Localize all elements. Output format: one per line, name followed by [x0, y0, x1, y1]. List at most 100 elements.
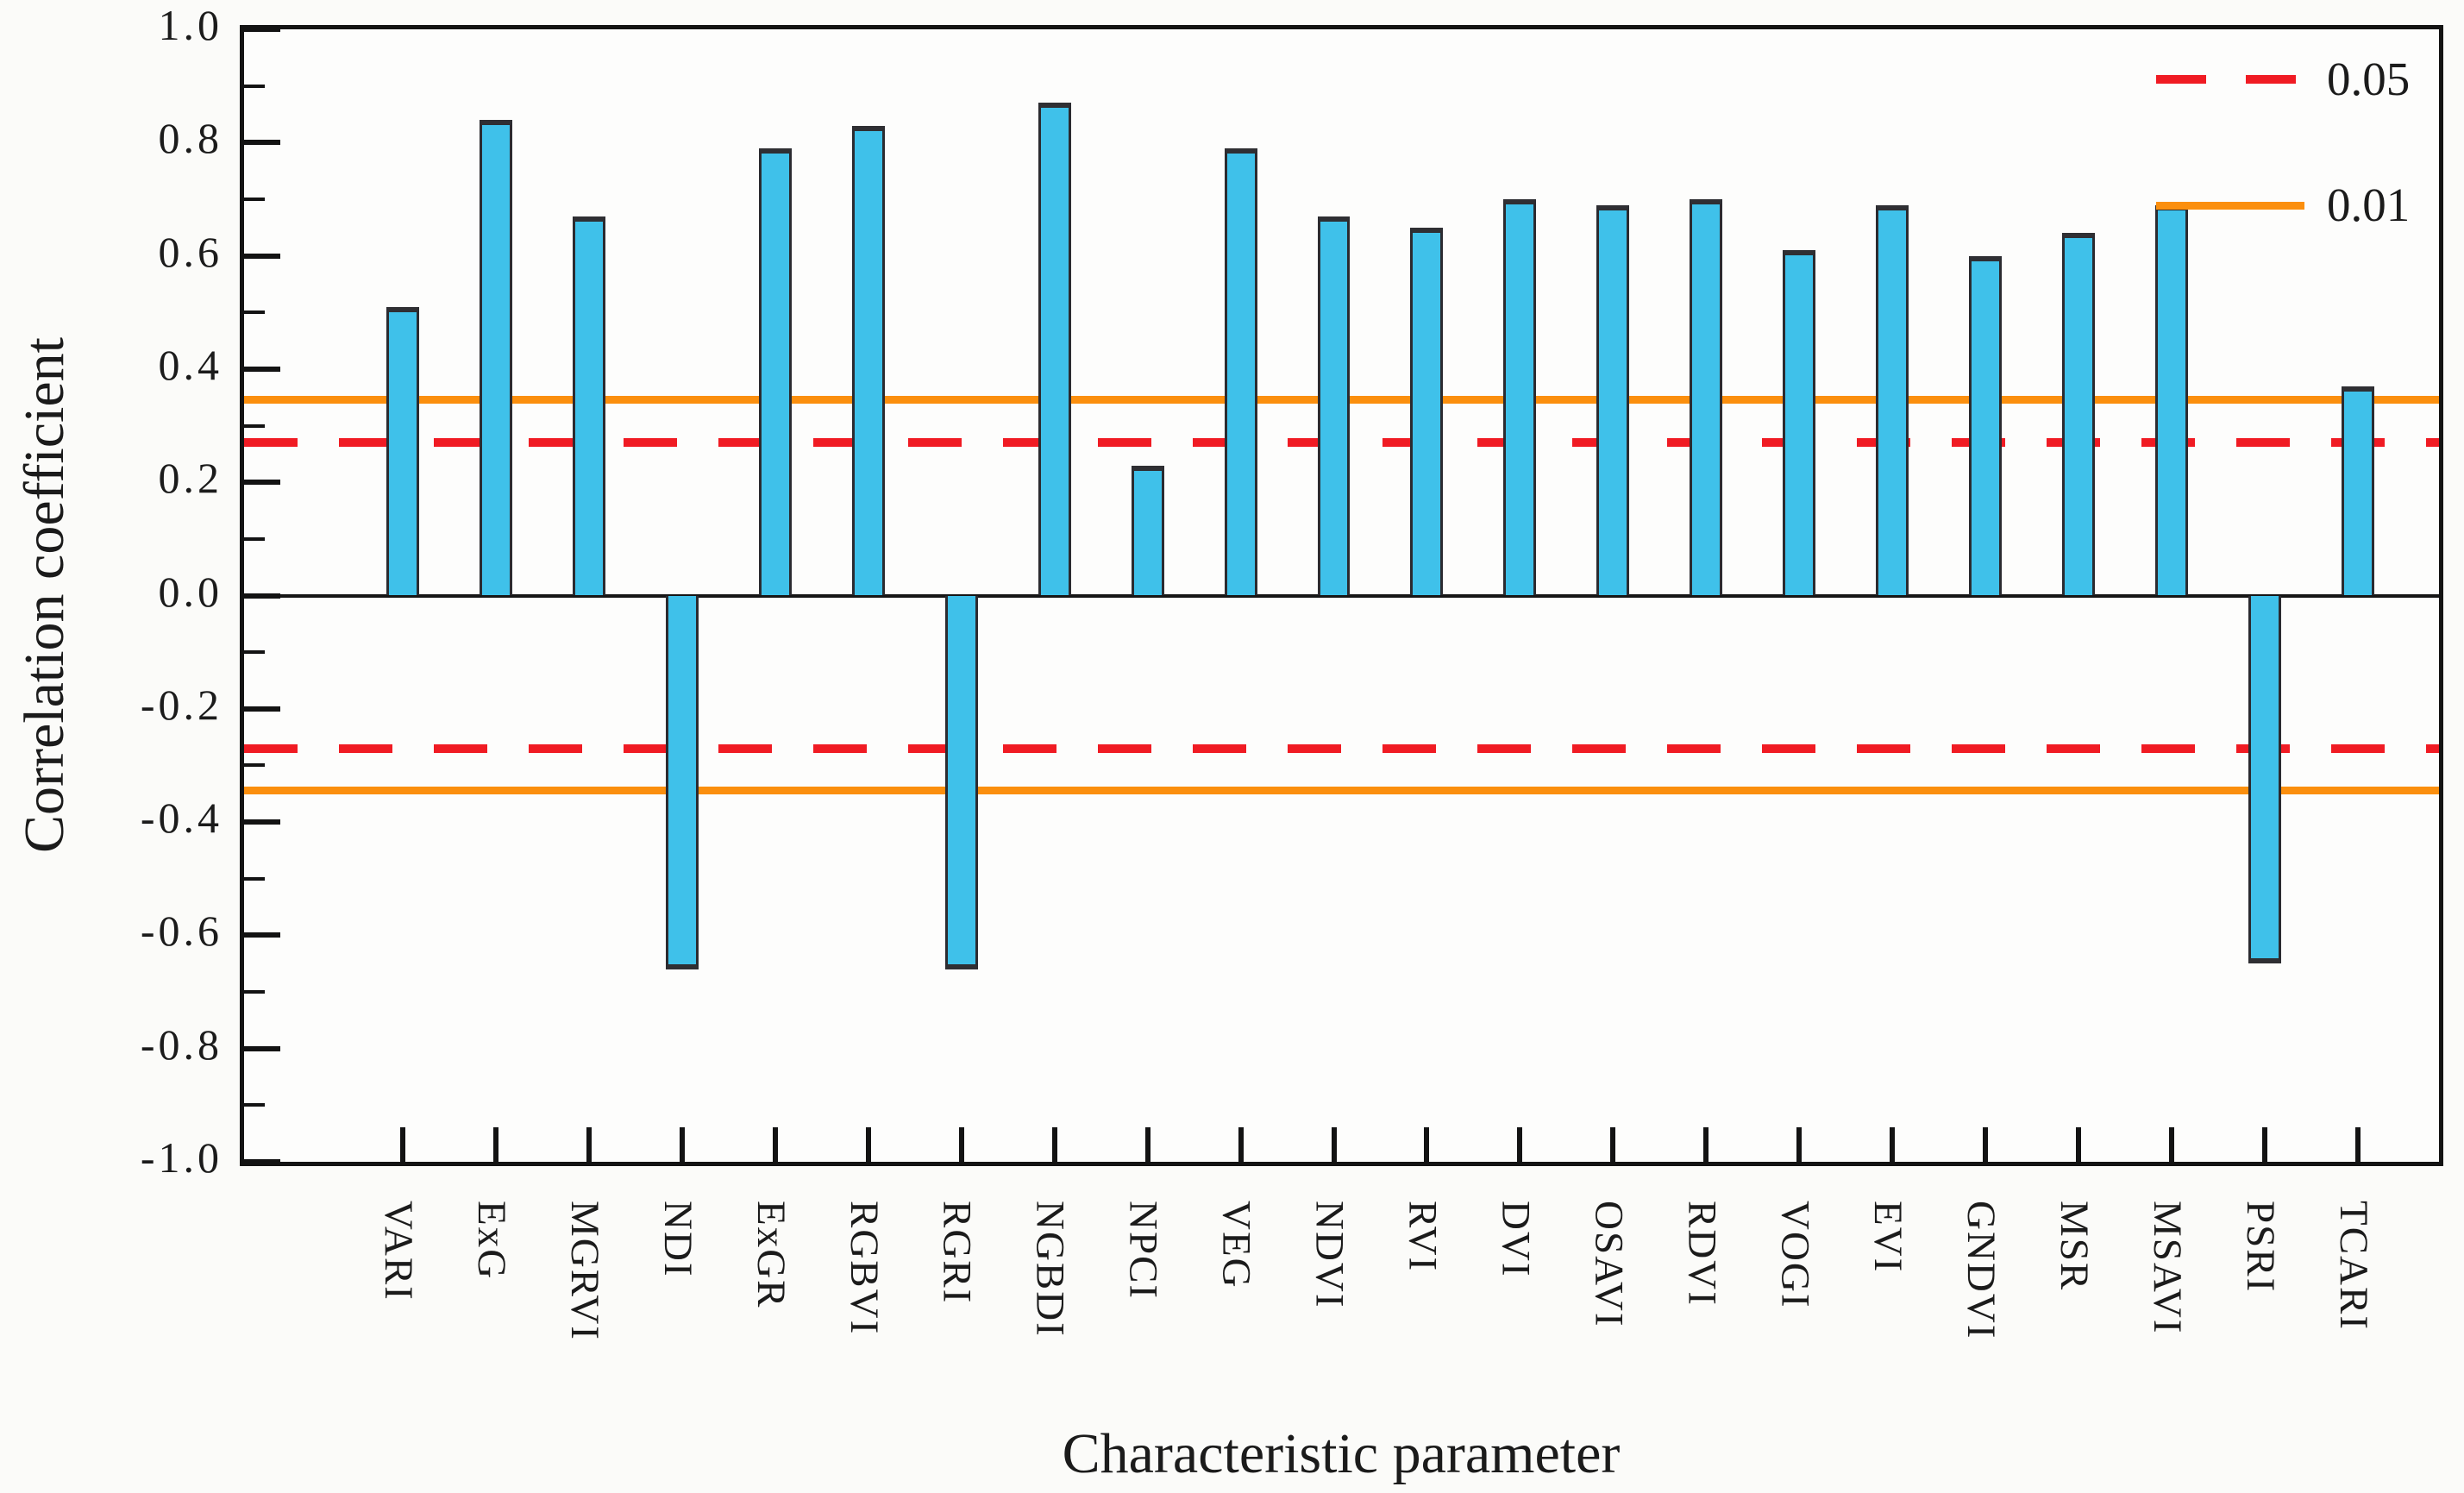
x-category-label-TCARI: TCARI	[2330, 1201, 2376, 1331]
y-major-tick--0.4	[244, 819, 280, 825]
x-category-label-NDVI: NDVI	[1307, 1201, 1352, 1309]
x-category-label-RDVI: RDVI	[1679, 1201, 1725, 1307]
y-minor-tick--0.9	[244, 1103, 265, 1107]
zero-line	[244, 593, 2439, 598]
x-tick-RGRI	[958, 1127, 964, 1162]
legend-label-005: 0.05	[2327, 53, 2411, 105]
x-tick-NDVI	[1331, 1127, 1337, 1162]
legend-label-001: 0.01	[2327, 179, 2411, 231]
bar-RGBVI	[851, 125, 885, 596]
bar-PSRI	[2248, 595, 2281, 964]
x-tick-ExG	[492, 1127, 498, 1162]
x-category-label-RVI: RVI	[1400, 1201, 1445, 1273]
x-tick-TCARI	[2354, 1127, 2361, 1162]
y-tick-label--0.6: -0.6	[140, 906, 223, 956]
bar-NGBDI	[1038, 103, 1071, 596]
x-tick-MGRVI	[586, 1127, 592, 1162]
x-category-label-MSAVI: MSAVI	[2145, 1201, 2191, 1335]
y-major-tick-0.2	[244, 480, 280, 486]
y-tick-label--0.8: -0.8	[140, 1019, 223, 1069]
y-tick-label-1.0: 1.0	[158, 1, 223, 49]
x-tick-DVI	[1517, 1127, 1523, 1162]
x-category-label-OSAVI: OSAVI	[1586, 1201, 1632, 1328]
legend-entry-005: 0.05	[2156, 52, 2420, 107]
x-tick-VEG	[1238, 1127, 1244, 1162]
y-minor-tick--0.3	[244, 763, 265, 768]
plot-area: 0.05 0.01	[240, 25, 2443, 1166]
bar-MSAVI	[2155, 204, 2189, 596]
y-tick-label-0.0: 0.0	[158, 567, 223, 616]
y-tick-label--1.0: -1.0	[140, 1133, 223, 1182]
x-category-label-NGBDI: NGBDI	[1027, 1201, 1073, 1338]
ref-line-0.05-neg	[244, 743, 2439, 753]
x-category-label-EVI: EVI	[1865, 1201, 1911, 1274]
bar-VOGI	[1783, 250, 1816, 596]
x-tick-OSAVI	[1610, 1127, 1616, 1162]
bar-RGRI	[944, 595, 978, 969]
y-minor-tick-0.7	[244, 197, 265, 201]
x-category-label-ExG: ExG	[468, 1201, 514, 1281]
bar-VARI	[386, 306, 419, 596]
y-major-tick-0.6	[244, 253, 280, 259]
bar-MGRVI	[572, 216, 605, 596]
x-category-label-VEG: VEG	[1213, 1201, 1259, 1289]
y-minor-tick--0.5	[244, 876, 265, 881]
bar-OSAVI	[1596, 204, 1630, 596]
bar-VEG	[1224, 147, 1257, 596]
x-category-label-NPCI: NPCI	[1120, 1201, 1166, 1301]
bar-GNDVI	[1969, 255, 2003, 596]
x-category-label-MSR: MSR	[2052, 1201, 2097, 1292]
x-tick-ExGR	[772, 1127, 778, 1162]
orange-solid-line-icon	[2156, 201, 2304, 210]
x-axis-title: Characteristic parameter	[1062, 1422, 1621, 1485]
y-major-tick-0.8	[244, 140, 280, 146]
x-category-label-RGBVI: RGBVI	[841, 1201, 887, 1336]
y-tick-label--0.4: -0.4	[140, 794, 223, 843]
ref-line-0.01-neg	[244, 786, 2439, 794]
x-category-label-PSRI: PSRI	[2238, 1201, 2283, 1294]
x-tick-NGBDI	[1051, 1127, 1057, 1162]
x-category-label-GNDVI: GNDVI	[1959, 1201, 2004, 1340]
x-category-label-VOGI: VOGI	[1772, 1201, 1818, 1309]
y-minor-tick-0.1	[244, 536, 265, 541]
x-category-label-MGRVI: MGRVI	[561, 1201, 607, 1341]
x-tick-RDVI	[1703, 1127, 1709, 1162]
y-tick-label--0.2: -0.2	[140, 680, 223, 729]
y-minor-tick--0.1	[244, 650, 265, 655]
legend: 0.05 0.01	[2156, 52, 2420, 304]
y-major-tick-1.0	[244, 27, 280, 32]
x-tick-MSR	[2076, 1127, 2082, 1162]
bar-TCARI	[2341, 386, 2374, 596]
y-minor-tick--0.7	[244, 990, 265, 994]
x-category-label-NDI: NDI	[655, 1201, 700, 1278]
bar-NDVI	[1317, 216, 1351, 596]
y-major-tick--0.2	[244, 706, 280, 712]
y-tick-label-0.8: 0.8	[158, 114, 223, 163]
x-tick-RVI	[1424, 1127, 1430, 1162]
bar-NDI	[665, 595, 699, 969]
x-tick-EVI	[1890, 1127, 1896, 1162]
y-tick-label-0.4: 0.4	[158, 340, 223, 389]
y-tick-label-0.6: 0.6	[158, 227, 223, 276]
x-tick-RGBVI	[865, 1127, 871, 1162]
x-tick-PSRI	[2262, 1127, 2267, 1162]
y-major-tick--1.0	[244, 1159, 280, 1164]
x-category-label-VARI: VARI	[376, 1201, 421, 1302]
y-minor-tick-0.9	[244, 84, 265, 88]
x-tick-NPCI	[1144, 1127, 1150, 1162]
bar-RVI	[1410, 227, 1444, 596]
y-major-tick--0.6	[244, 932, 280, 938]
y-tick-label-0.2: 0.2	[158, 454, 223, 503]
bar-NPCI	[1131, 465, 1164, 596]
y-minor-tick-0.3	[244, 423, 265, 428]
y-major-tick-0.4	[244, 366, 280, 372]
x-category-label-ExGR: ExGR	[748, 1201, 793, 1309]
bar-EVI	[1876, 204, 1909, 596]
bar-ExGR	[758, 147, 792, 596]
x-tick-MSAVI	[2169, 1127, 2175, 1162]
bar-RDVI	[1690, 198, 1723, 596]
x-tick-NDI	[679, 1127, 685, 1162]
bar-DVI	[1503, 198, 1537, 596]
y-major-tick-0.0	[244, 593, 280, 599]
